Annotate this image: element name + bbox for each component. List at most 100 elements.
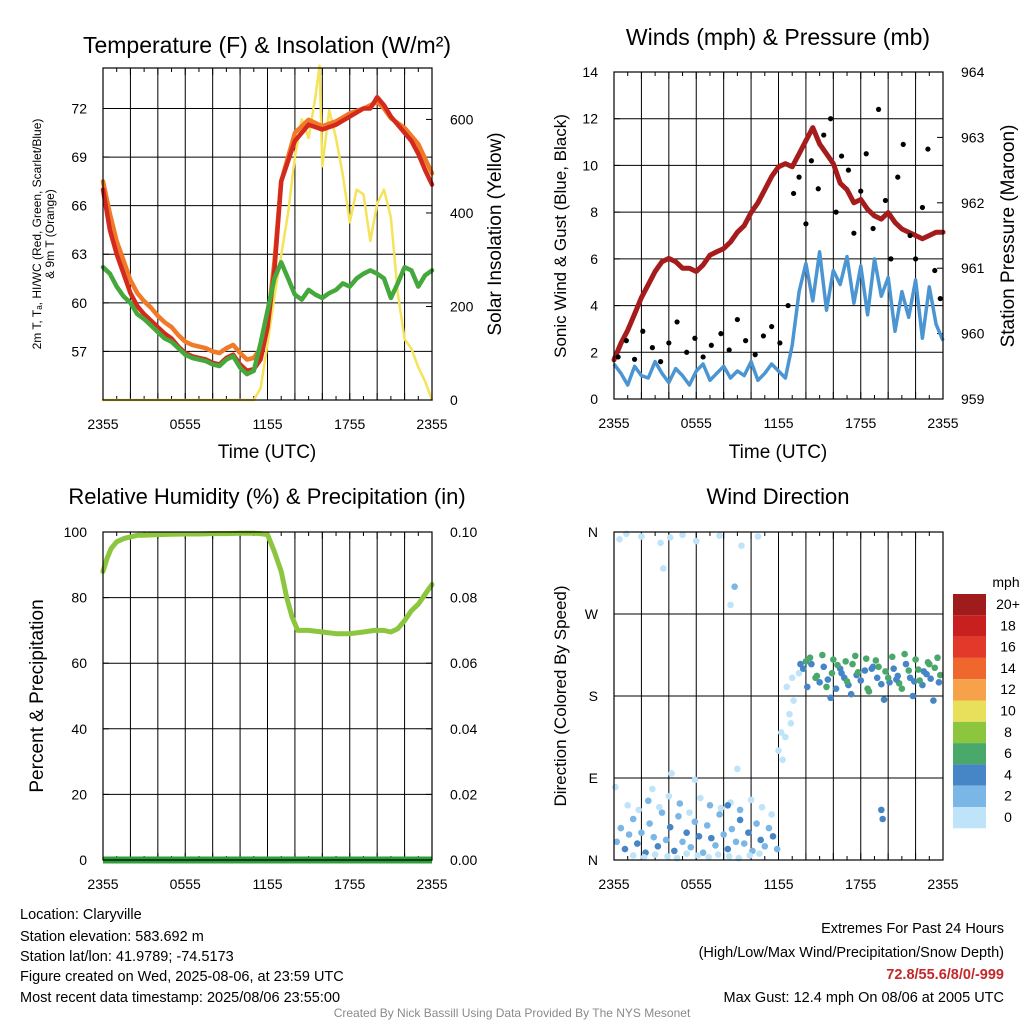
wind-gust-point xyxy=(863,151,869,157)
wdir-point xyxy=(790,697,797,704)
elevation-text: Station elevation: 583.692 m xyxy=(20,929,204,945)
rh-xtick-label: 2355 xyxy=(416,876,447,892)
wdir-point xyxy=(753,820,760,827)
wdir-point xyxy=(813,672,821,680)
wind-gust-point xyxy=(700,354,706,360)
wdir-legend-swatch xyxy=(953,594,986,616)
wdir-point xyxy=(880,696,888,703)
wind-xtick-label: 1755 xyxy=(845,415,876,431)
wind-ytick-right-label: 959 xyxy=(961,391,985,407)
wdir-point xyxy=(740,840,748,847)
wdir-point xyxy=(679,531,686,539)
wdir-point xyxy=(683,829,690,836)
temp-frame xyxy=(102,67,433,401)
wdir-point xyxy=(769,833,777,840)
wind-gust-point xyxy=(640,328,646,334)
wind-gust-point xyxy=(907,232,913,239)
wdir-point xyxy=(736,816,744,824)
wind-gust-point xyxy=(785,302,791,309)
wind-xlabel: Time (UTC) xyxy=(729,442,828,463)
temp-ytick-right-label: 200 xyxy=(450,298,474,314)
rh-ytick-label: 20 xyxy=(71,786,87,802)
wdir-point xyxy=(664,853,671,860)
wind-gust-point xyxy=(684,349,690,355)
wind-gust-point xyxy=(870,225,876,232)
wdir-point xyxy=(838,669,845,677)
extremes-values: 72.8/55.6/8/0/-999 xyxy=(886,967,1004,983)
wind-gust-point xyxy=(777,340,783,346)
wind-series-wind xyxy=(612,250,945,387)
wdir-legend-swatch xyxy=(953,657,986,680)
wdir-point xyxy=(777,729,785,736)
wind-gust-point xyxy=(769,323,775,330)
rh-ytick-label: 0 xyxy=(79,852,87,868)
rh-series-rh xyxy=(100,530,435,637)
wdir-legend-label: 14 xyxy=(1000,660,1016,676)
wdir-point xyxy=(687,843,695,851)
wind-ytick-label: 2 xyxy=(590,344,598,360)
wdir-ytick-label: N xyxy=(588,852,598,868)
wdir-point xyxy=(613,838,621,846)
wdir-point xyxy=(717,804,725,812)
wind-ytick-label: 0 xyxy=(590,391,598,407)
wdir-point xyxy=(734,765,741,773)
wind-gust-point xyxy=(623,338,629,344)
wind-ytick-label: 8 xyxy=(590,204,598,220)
wind-gust-point xyxy=(796,174,802,180)
wind-gust-point xyxy=(925,146,931,152)
wdir-legend-swatch xyxy=(953,615,986,637)
wind-gust-point xyxy=(912,256,919,262)
wdir-point xyxy=(668,770,675,777)
wind-gust-point xyxy=(752,352,758,358)
wdir-point xyxy=(695,833,703,840)
wdir-point xyxy=(882,668,889,675)
wdir-point xyxy=(724,845,732,853)
wdir-point xyxy=(879,815,886,823)
recent-data-text: Most recent data timestamp: 2025/08/06 2… xyxy=(20,990,341,1006)
wdir-frame xyxy=(613,531,944,861)
wind-gust-point xyxy=(833,209,839,215)
rh-ylabel-left-text: Percent & Precipitation xyxy=(27,599,48,792)
wind-series-pressure xyxy=(611,125,946,363)
wdir-point xyxy=(657,539,664,547)
wdir-point xyxy=(787,720,795,727)
rh-ytick-label: 100 xyxy=(64,524,88,540)
wind-ytick-label: 4 xyxy=(590,298,598,314)
wdir-point xyxy=(820,663,828,671)
wdir-point xyxy=(638,829,645,836)
wind-xtick-label: 2355 xyxy=(927,415,958,431)
wdir-point xyxy=(644,797,652,805)
wdir-point xyxy=(694,852,701,859)
wdir-ylabel-left-text: Direction (Colored By Speed) xyxy=(551,585,570,806)
temp-panel: 2355 0555 1155 1755 2355 57 60 63 66 69 72 0 200 400 6… xyxy=(30,32,506,463)
wind-frame xyxy=(613,71,944,400)
wdir-point xyxy=(617,824,625,832)
wind-gust-point xyxy=(674,319,680,325)
wdir-xtick-label: 0555 xyxy=(681,876,712,892)
wdir-legend-label: 20+ xyxy=(996,596,1020,612)
wdir-point xyxy=(888,653,896,661)
wdir-point xyxy=(646,820,653,827)
wind-gust-point xyxy=(718,331,724,337)
wdir-point xyxy=(655,803,663,811)
wind-gust-point xyxy=(827,116,834,122)
wdir-point xyxy=(878,680,885,688)
wdir-point xyxy=(783,683,791,691)
wdir-legend-label: 2 xyxy=(1004,788,1012,804)
wdir-point xyxy=(666,534,674,541)
temp-ytick-right-label: 0 xyxy=(450,392,458,408)
wdir-point xyxy=(872,657,880,664)
wind-gust-point xyxy=(726,347,732,353)
wdir-point xyxy=(660,565,667,572)
wind-title: Winds (mph) & Pressure (mb) xyxy=(626,24,930,50)
wdir-point xyxy=(864,685,871,693)
wind-gust-point xyxy=(734,316,740,323)
wdir-point xyxy=(706,802,714,809)
wdir-point xyxy=(857,677,865,684)
wdir-point xyxy=(934,654,941,662)
temp-ylabel-left-line1: 2m T, Tₐ, HI/WC (Red, Green, Scarlet/Blu… xyxy=(30,119,44,350)
wdir-point xyxy=(728,825,736,833)
temp-xtick-label: 1755 xyxy=(334,416,365,432)
